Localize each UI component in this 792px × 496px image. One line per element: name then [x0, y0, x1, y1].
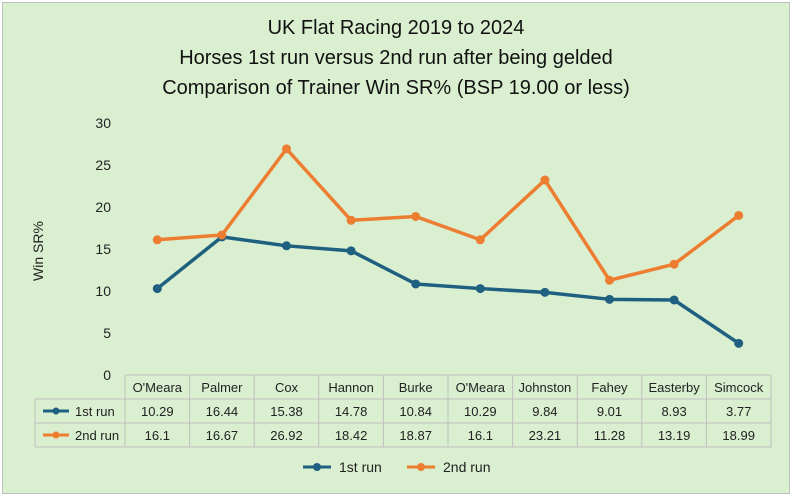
series-line — [156, 235, 740, 345]
table-cell-value: 3.77 — [726, 404, 751, 419]
data-point — [152, 284, 162, 294]
category-label: O'Meara — [133, 380, 183, 395]
table-series-name: 2nd run — [75, 428, 119, 443]
table-legend-key-marker — [52, 431, 60, 439]
data-point — [605, 294, 614, 304]
line-chart: 0 5 10 15 20 25 30 O'Meara Palmer Cox Hannon Burke… — [30, 115, 772, 475]
data-point — [282, 241, 291, 251]
table-cell-value: 10.29 — [464, 404, 497, 419]
data-point — [411, 279, 421, 289]
table-cell-value: 16.67 — [206, 428, 239, 443]
category-label: O'Meara — [456, 380, 506, 395]
table-cell-value: 16.1 — [468, 428, 493, 443]
table-cell-value: 16.1 — [145, 428, 170, 443]
data-point — [669, 295, 679, 305]
table-cell-value: 26.92 — [270, 428, 303, 443]
table-cell-value: 8.93 — [661, 404, 686, 419]
category-label: Johnston — [519, 380, 572, 395]
data-point — [411, 211, 421, 221]
y-axis-title: Win SR% — [30, 221, 46, 281]
table-cell-value: 9.01 — [597, 404, 622, 419]
data-point — [346, 215, 356, 225]
data-point — [669, 259, 679, 269]
legend-key-marker — [313, 463, 321, 471]
category-label: Simcock — [714, 380, 764, 395]
category-label: Burke — [399, 380, 433, 395]
category-label: Hannon — [328, 380, 374, 395]
data-point — [734, 210, 744, 220]
chart-title-line-1: UK Flat Racing 2019 to 2024 — [267, 17, 525, 39]
table-cell-value: 13.19 — [658, 428, 691, 443]
data-point — [605, 275, 614, 285]
table-legend-key-marker — [52, 407, 60, 415]
table-cell-value: 18.42 — [335, 428, 368, 443]
y-tick-label: 20 — [95, 199, 111, 215]
data-point — [475, 284, 485, 294]
data-point — [540, 287, 550, 297]
table-cell-value: 23.21 — [529, 428, 562, 443]
y-tick-label: 25 — [95, 157, 111, 173]
table-cell-value: 11.28 — [594, 428, 626, 443]
table-cell-value: 18.99 — [722, 428, 755, 443]
legend-entry: 2nd run — [443, 459, 490, 475]
data-point — [346, 246, 356, 256]
y-tick-label: 30 — [95, 115, 111, 131]
table-cell-value: 10.84 — [399, 404, 432, 419]
table-cell-value: 10.29 — [141, 404, 174, 419]
table-series-name: 1st run — [75, 404, 115, 419]
category-label: Cox — [275, 380, 299, 395]
category-label: Fahey — [591, 380, 628, 395]
data-point — [540, 175, 550, 185]
chart-title-line-2: Horses 1st run versus 2nd run after bein… — [179, 47, 613, 69]
data-point — [475, 235, 485, 245]
chart-title-line-3: Comparison of Trainer Win SR% (BSP 19.00… — [162, 77, 630, 99]
y-tick-label: 10 — [95, 283, 111, 299]
table-cell-value: 9.84 — [532, 404, 557, 419]
y-tick-label: 0 — [103, 367, 111, 383]
table-cell-value: 15.38 — [270, 404, 303, 419]
data-point — [282, 144, 291, 154]
data-point — [734, 338, 744, 348]
y-tick-label: 15 — [95, 241, 111, 257]
category-label: Easterby — [648, 380, 700, 395]
data-point — [217, 230, 227, 240]
category-label: Palmer — [201, 380, 243, 395]
data-point — [152, 235, 162, 245]
table-cell-value: 16.44 — [206, 404, 239, 419]
table-cell-value: 18.87 — [399, 428, 432, 443]
legend-entry: 1st run — [339, 459, 382, 475]
legend-key-marker — [417, 463, 425, 471]
table-cell-value: 14.78 — [335, 404, 368, 419]
series-line — [157, 147, 740, 282]
y-tick-label: 5 — [103, 325, 111, 341]
